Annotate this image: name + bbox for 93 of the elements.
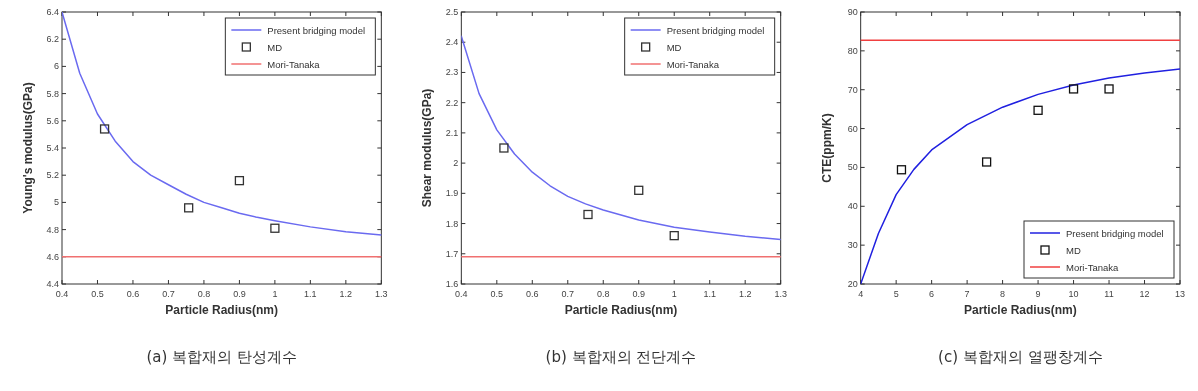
point [583,209,593,220]
y-tick-label: 90 [847,7,858,17]
x-tick-label: 1.1 [703,289,716,299]
x-tick-label: 5 [893,289,899,299]
x-tick-label: 0.6 [126,289,140,299]
y-tick-label: 1.7 [445,248,459,259]
point [499,143,509,153]
point [634,185,644,195]
y-tick-label: 1.9 [445,188,459,199]
y-tick-label: 1.6 [445,279,459,289]
y-tick-label: 30 [847,240,858,251]
point [896,165,907,175]
x-axis-title: Particle Radius(nm) [165,303,279,317]
y-tick-label: 4.4 [46,279,59,289]
y-axis-title: CTE(ppm/K) [819,113,834,183]
x-tick-label: 0.4 [455,289,468,299]
point [270,223,280,233]
x-tick-label: 0.7 [561,289,575,299]
x-tick-label: 0.8 [597,289,610,299]
y-tick-label: 2.5 [445,7,459,17]
x-tick-label: 0.4 [55,289,69,299]
legend-label: Present bridging model [1066,227,1164,239]
legend-label: MD [1066,244,1081,256]
legend-label: MD [666,41,682,53]
x-tick-label: 1.3 [375,289,388,299]
x-tick-label: 0.5 [91,289,104,299]
y-axis-title: Shear modulus(GPa) [420,88,435,208]
y-tick-label: 5.8 [46,88,59,99]
y-tick-label: 6.2 [46,34,59,45]
legend-label: Present bridging model [666,24,765,36]
x-axis-title: Particle Radius(nm) [963,303,1077,317]
x-tick-label: 4 [858,289,864,299]
y-tick-label: 5 [53,197,59,208]
y-axis-title: Young's modulus(GPa) [21,82,35,214]
y-tick-label: 6.4 [46,7,59,17]
legend-label: MD [267,41,283,53]
y-tick-label: 20 [847,279,858,289]
text: (c) 복합재의 열팽창계수 [938,348,1103,366]
y-tick-label: 70 [847,84,858,95]
text: (b) 복합재의 전단계수 [545,348,697,366]
x-tick-label: 1 [272,289,278,299]
line-series [62,12,382,236]
y-tick-label: 2.3 [445,67,459,78]
text: (a) 복합재의 탄성계수 [146,348,297,366]
y-tick-label: 2.2 [445,97,459,108]
legend-label: Mori-Tanaka [1066,261,1119,273]
x-tick-label: 11 [1104,289,1114,299]
y-tick-label: 5.2 [46,170,59,181]
y-tick-label: 5.4 [46,143,59,153]
x-tick-label: 0.7 [162,289,175,299]
y-tick-label: 60 [847,123,858,134]
x-tick-label: 1.3 [774,289,787,299]
x-axis-title: Particle Radius(nm) [564,303,678,317]
point [234,175,245,186]
x-tick-label: 12 [1139,289,1150,299]
x-tick-label: 9 [1035,289,1041,299]
x-tick-label: 0.9 [233,289,246,299]
x-tick-label: 0.8 [197,289,211,299]
point [669,230,679,241]
point [1104,84,1114,94]
point [1068,84,1079,94]
legend-label: Mori-Tanaka [267,58,321,70]
point [981,157,992,167]
point [99,124,110,134]
y-tick-label: 2.1 [445,127,459,138]
point [1033,105,1043,115]
x-tick-label: 6 [929,289,935,299]
x-tick-label: 1 [671,289,677,299]
x-tick-label: 0.6 [526,289,539,299]
line-series [461,35,781,241]
x-tick-label: 1.2 [738,289,752,299]
legend-label: Present bridging model [267,24,366,36]
legend-label: Mori-Tanaka [666,58,720,70]
x-tick-label: 1.1 [304,289,317,299]
y-tick-label: 1.8 [445,218,459,229]
line-series [860,68,1180,284]
point [184,203,194,213]
y-tick-label: 5.6 [46,115,59,126]
y-tick-label: 40 [847,201,858,212]
y-tick-label: 2 [453,158,459,169]
y-tick-label: 4.6 [46,251,59,262]
y-tick-label: 4.8 [46,224,59,235]
x-tick-label: 10 [1068,289,1079,299]
x-tick-label: 8 [1000,289,1006,299]
y-tick-label: 6 [53,61,59,72]
x-tick-label: 1.2 [339,289,353,299]
x-tick-label: 0.5 [490,289,504,299]
y-tick-label: 80 [847,45,858,56]
x-tick-label: 7 [964,289,970,299]
y-tick-label: 50 [847,162,858,173]
y-tick-label: 2.4 [445,37,459,48]
x-tick-label: 0.9 [632,289,645,299]
x-tick-label: 13 [1174,289,1186,299]
